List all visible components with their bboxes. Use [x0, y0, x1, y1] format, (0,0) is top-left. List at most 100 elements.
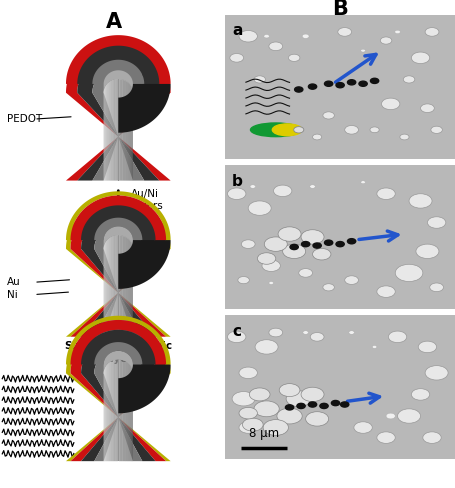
Polygon shape — [122, 80, 123, 181]
Polygon shape — [120, 79, 121, 181]
Text: Ni: Ni — [7, 289, 18, 300]
Circle shape — [377, 432, 395, 444]
Polygon shape — [94, 351, 142, 461]
Polygon shape — [94, 342, 142, 365]
Polygon shape — [116, 360, 117, 461]
Circle shape — [248, 201, 271, 215]
Circle shape — [313, 134, 322, 140]
Polygon shape — [81, 330, 156, 365]
Circle shape — [313, 243, 321, 248]
Polygon shape — [108, 239, 109, 337]
Circle shape — [264, 35, 269, 38]
Polygon shape — [104, 351, 133, 373]
Polygon shape — [126, 81, 127, 181]
Polygon shape — [111, 81, 112, 181]
Circle shape — [239, 367, 258, 379]
Polygon shape — [124, 361, 125, 461]
Polygon shape — [116, 79, 117, 181]
Circle shape — [389, 331, 407, 343]
Circle shape — [331, 401, 339, 406]
Polygon shape — [129, 83, 130, 181]
Circle shape — [255, 340, 278, 354]
Circle shape — [254, 401, 279, 417]
Circle shape — [380, 37, 392, 44]
Polygon shape — [66, 44, 171, 181]
Circle shape — [286, 391, 311, 407]
Polygon shape — [108, 363, 109, 461]
Circle shape — [250, 185, 256, 188]
Polygon shape — [128, 239, 129, 337]
Circle shape — [269, 282, 273, 285]
Circle shape — [297, 404, 305, 408]
Polygon shape — [129, 364, 130, 461]
Circle shape — [313, 248, 331, 260]
Circle shape — [290, 244, 298, 249]
Circle shape — [288, 54, 300, 61]
Polygon shape — [77, 46, 159, 84]
Polygon shape — [109, 362, 110, 461]
Polygon shape — [94, 218, 142, 240]
Circle shape — [323, 284, 334, 291]
Circle shape — [361, 49, 365, 52]
Polygon shape — [113, 80, 114, 181]
Circle shape — [338, 28, 352, 36]
Polygon shape — [126, 362, 127, 461]
Circle shape — [243, 418, 263, 431]
Circle shape — [301, 230, 324, 244]
Polygon shape — [128, 364, 129, 461]
Polygon shape — [225, 165, 455, 309]
Polygon shape — [110, 81, 111, 181]
Ellipse shape — [273, 124, 302, 136]
Circle shape — [295, 87, 303, 92]
Circle shape — [228, 331, 246, 343]
Polygon shape — [106, 365, 107, 461]
Polygon shape — [111, 237, 112, 337]
Polygon shape — [129, 240, 130, 337]
Circle shape — [273, 185, 292, 197]
Circle shape — [241, 240, 255, 248]
Text: A: A — [106, 12, 122, 32]
Circle shape — [324, 81, 333, 86]
Polygon shape — [108, 82, 109, 181]
Polygon shape — [112, 236, 113, 337]
Circle shape — [336, 82, 344, 88]
Text: b: b — [232, 174, 243, 188]
Polygon shape — [81, 214, 156, 337]
Circle shape — [269, 42, 283, 51]
Circle shape — [302, 242, 310, 247]
Polygon shape — [119, 79, 120, 181]
Polygon shape — [113, 360, 114, 461]
Polygon shape — [119, 360, 120, 461]
Polygon shape — [106, 84, 107, 181]
Circle shape — [324, 240, 333, 245]
Polygon shape — [120, 360, 121, 461]
Polygon shape — [118, 79, 119, 181]
Polygon shape — [123, 236, 124, 337]
Circle shape — [302, 34, 309, 39]
Polygon shape — [109, 238, 110, 337]
Circle shape — [258, 253, 276, 264]
Polygon shape — [118, 365, 171, 413]
Polygon shape — [107, 83, 108, 181]
Circle shape — [249, 388, 270, 401]
Circle shape — [279, 384, 300, 397]
Polygon shape — [125, 237, 126, 337]
Circle shape — [308, 84, 317, 89]
Polygon shape — [66, 191, 171, 240]
Polygon shape — [110, 362, 111, 461]
Circle shape — [336, 242, 344, 247]
Circle shape — [381, 98, 400, 110]
Circle shape — [345, 125, 359, 134]
Polygon shape — [114, 236, 115, 337]
Circle shape — [230, 54, 243, 62]
Polygon shape — [225, 15, 455, 159]
Circle shape — [418, 341, 437, 353]
Polygon shape — [127, 238, 128, 337]
Polygon shape — [124, 236, 125, 337]
Polygon shape — [66, 35, 171, 84]
Polygon shape — [117, 235, 118, 337]
Polygon shape — [128, 83, 129, 181]
Circle shape — [299, 268, 313, 277]
Circle shape — [403, 76, 415, 83]
Polygon shape — [112, 80, 113, 181]
